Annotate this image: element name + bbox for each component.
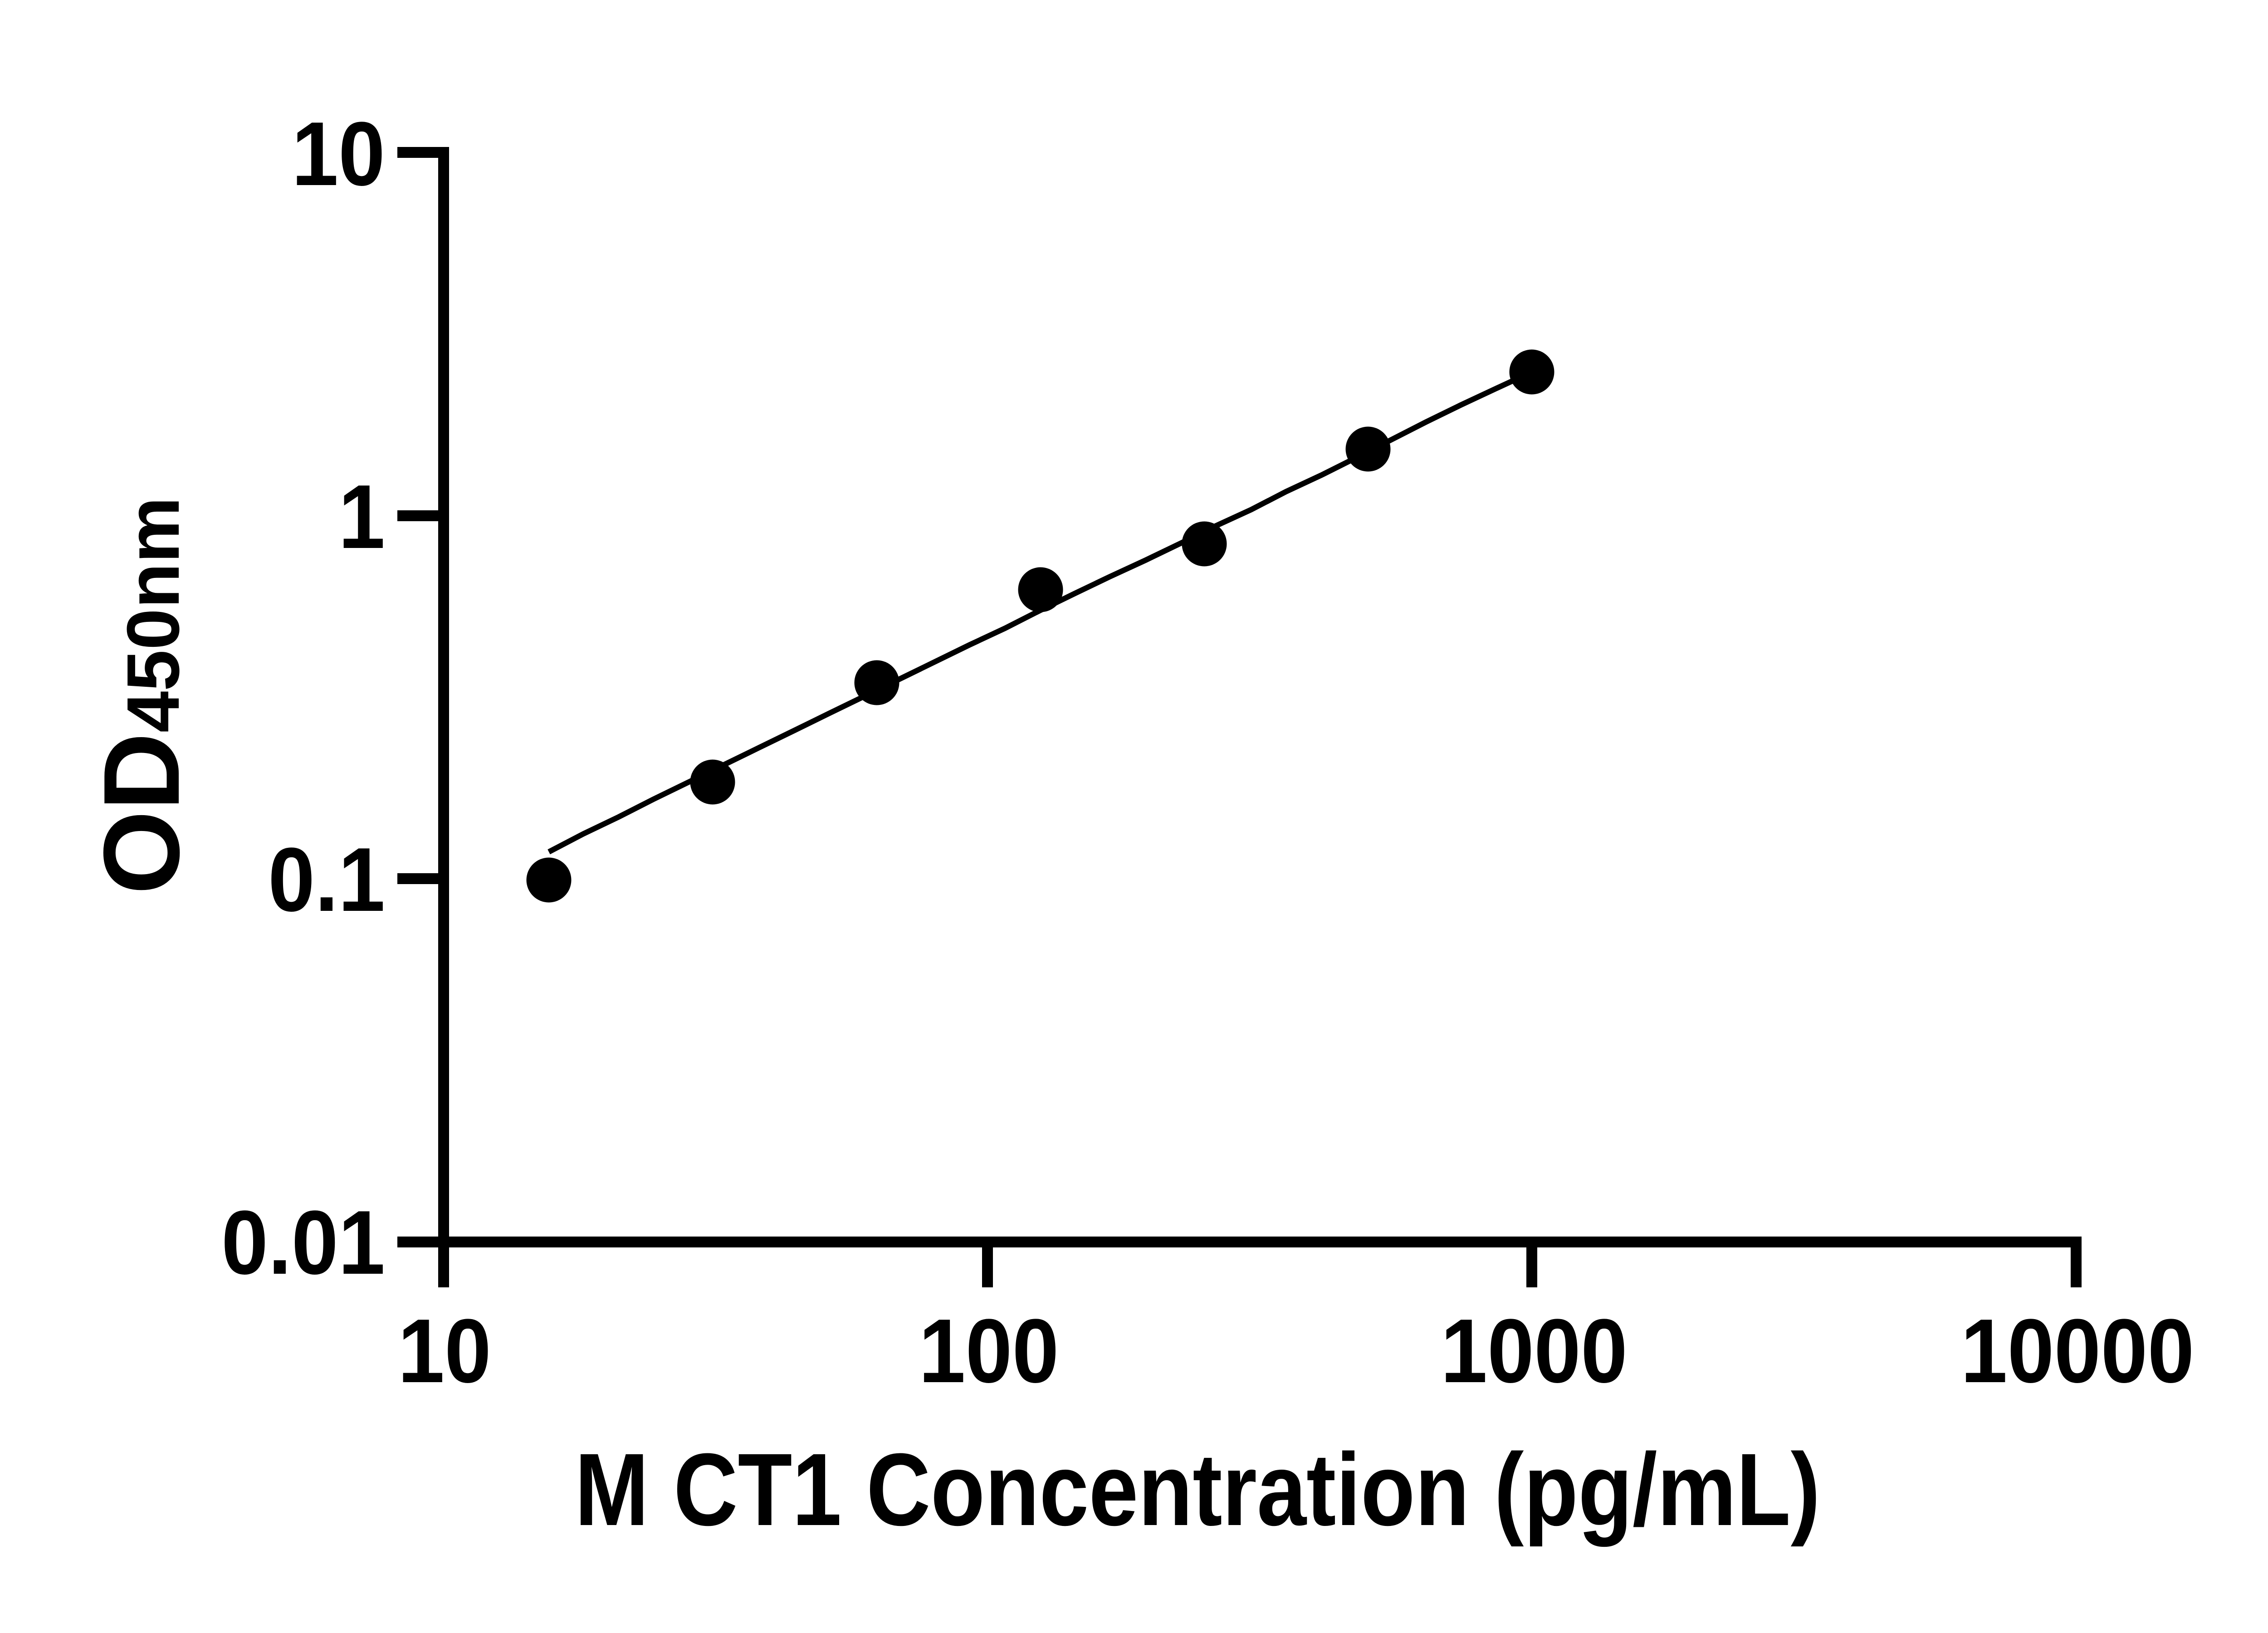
svg-text:0.01: 0.01 <box>221 1192 385 1293</box>
svg-text:OD450nm: OD450nm <box>82 497 202 895</box>
svg-text:10: 10 <box>398 1301 491 1402</box>
svg-text:100: 100 <box>919 1301 1059 1402</box>
svg-text:10000: 10000 <box>1961 1301 2195 1402</box>
svg-text:M CT1 Concentration (pg/mL): M CT1 Concentration (pg/mL) <box>575 1433 1820 1547</box>
svg-text:1: 1 <box>338 466 385 567</box>
svg-text:10: 10 <box>292 103 385 205</box>
svg-text:1000: 1000 <box>1441 1301 1628 1402</box>
svg-text:0.1: 0.1 <box>268 829 385 930</box>
